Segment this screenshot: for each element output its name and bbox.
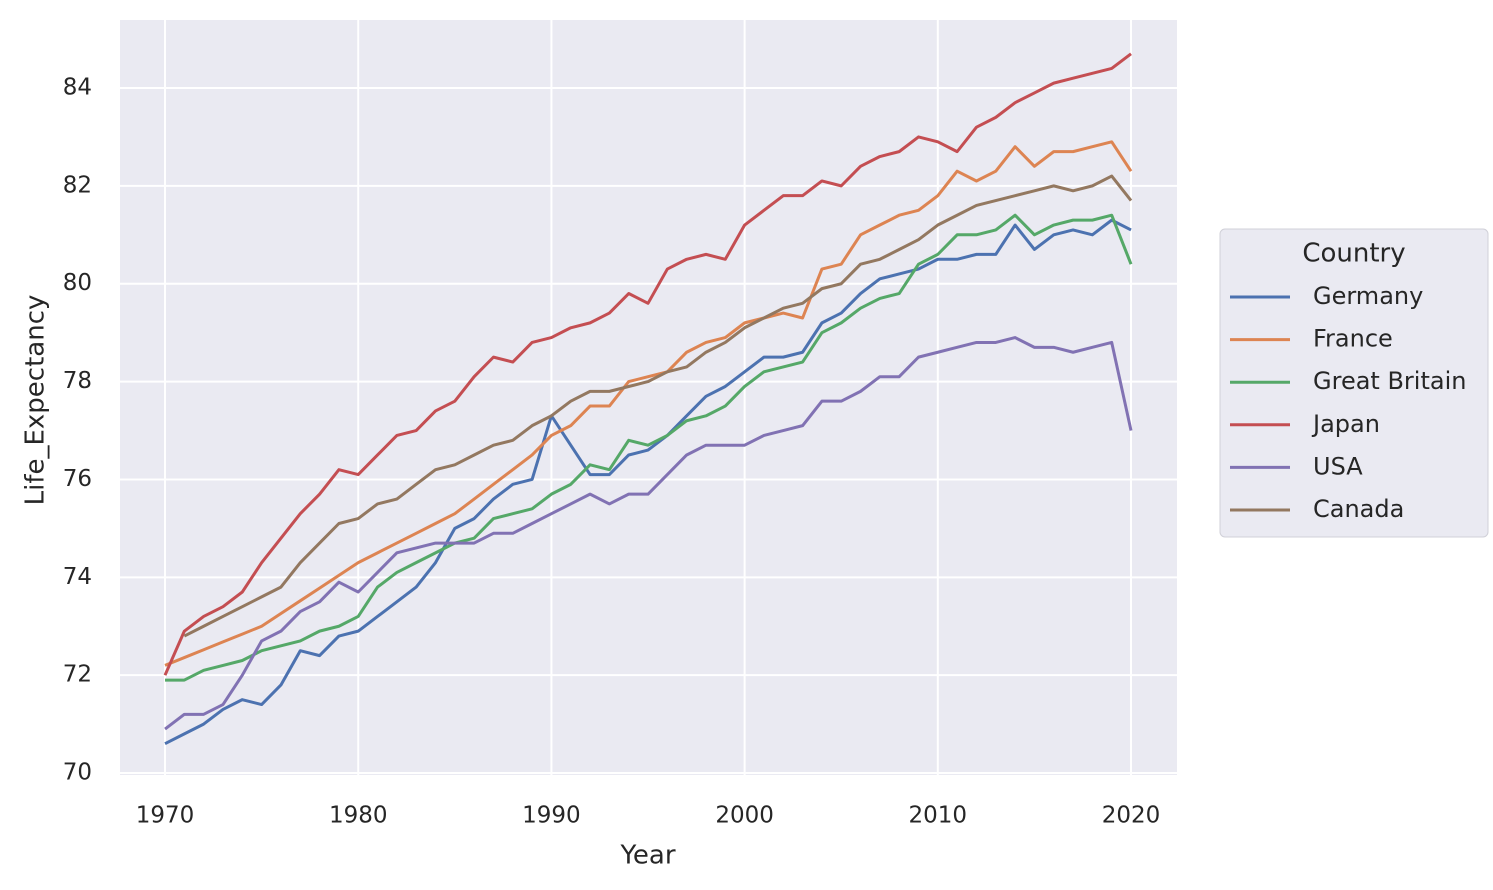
legend-box: [1219, 228, 1489, 538]
y-tick-label: 82: [63, 172, 92, 198]
lines: [163, 52, 1133, 746]
y-tick-label: 80: [63, 270, 92, 296]
y-tick-label: 76: [63, 466, 92, 492]
legend: Country Germany France Great Britain Japan U…: [1219, 228, 1489, 538]
series-line: [183, 174, 1133, 638]
y-tick-label: 78: [63, 368, 92, 394]
x-tick-label: 2010: [909, 803, 968, 829]
legend-label: Japan: [1311, 410, 1380, 438]
y-tick-label: 72: [63, 662, 92, 688]
x-tick-label: 2020: [1102, 803, 1161, 829]
x-tick-label: 1980: [329, 803, 388, 829]
series-line: [163, 52, 1132, 676]
legend-label: USA: [1313, 452, 1363, 480]
series-line: [164, 140, 1133, 667]
x-axis-label: Year: [619, 841, 675, 871]
x-tick-label: 1990: [522, 803, 581, 829]
plot-area: [120, 20, 1177, 775]
x-tick-label: 2000: [715, 803, 774, 829]
x-tick-label: 1970: [136, 803, 195, 829]
legend-label: Germany: [1313, 282, 1423, 310]
legend-title: Country: [1302, 239, 1405, 269]
series-line: [165, 213, 1133, 682]
y-tick-label: 70: [63, 760, 92, 786]
y-tick-label: 84: [63, 75, 92, 101]
series-line: [164, 336, 1133, 731]
y-axis-label: Life_Expectancy: [21, 295, 51, 506]
legend-label: Great Britain: [1313, 367, 1466, 395]
grid: [120, 20, 1177, 775]
series-line: [164, 218, 1132, 746]
y-tick-label: 74: [63, 564, 92, 590]
legend-label: France: [1313, 325, 1393, 353]
legend-label: Canada: [1313, 495, 1404, 523]
